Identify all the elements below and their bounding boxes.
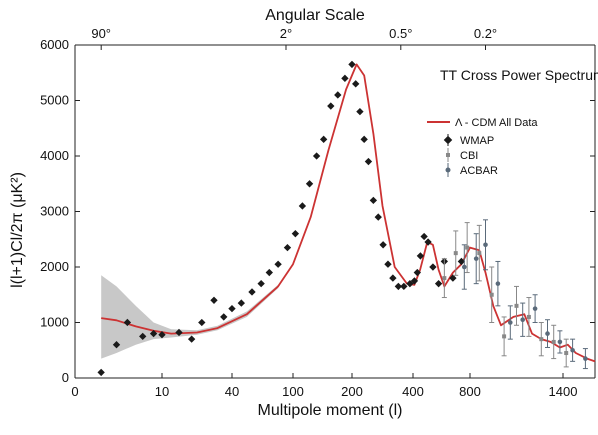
- cbi-point: [453, 251, 458, 256]
- x-tick-label: 1400: [549, 384, 578, 399]
- y-tick-label: 2000: [40, 259, 69, 274]
- cbi-point: [477, 251, 482, 256]
- wmap-point: [410, 277, 419, 285]
- wmap-point: [356, 107, 364, 116]
- acbar-point: [570, 347, 575, 353]
- cbi-point: [514, 303, 519, 308]
- wmap-point: [257, 279, 265, 288]
- acbar-point: [483, 242, 488, 248]
- cbi-point: [551, 339, 556, 344]
- y-tick-label: 1000: [40, 315, 69, 330]
- top-tick-label: 0.2°: [474, 26, 497, 41]
- wmap-point: [416, 252, 425, 260]
- wmap-point: [413, 268, 421, 277]
- wmap-point: [237, 299, 245, 307]
- legend-acbar-marker: [445, 163, 451, 177]
- axes-layer: [74, 44, 596, 379]
- cbi-point: [526, 314, 531, 319]
- wmap-point: [400, 282, 408, 291]
- cbi-point: [539, 337, 544, 342]
- wmap-point: [379, 241, 387, 249]
- wmap-point: [228, 304, 236, 313]
- legend-cbi-marker: [446, 148, 450, 162]
- acbar-point: [462, 264, 467, 270]
- wmap-point: [298, 202, 307, 210]
- wmap-point: [389, 274, 397, 282]
- wmap-point: [248, 288, 256, 296]
- y-tick-label: 0: [62, 370, 69, 385]
- x-tick-label: 100: [282, 384, 304, 399]
- acbar-point: [495, 281, 501, 286]
- acbar-point: [532, 306, 538, 311]
- data-points-layer: [97, 60, 588, 377]
- x-tick-label: 200: [341, 384, 363, 399]
- wmap-point: [312, 152, 321, 160]
- uncertainty-band-layer: [101, 275, 279, 359]
- x-tick-label: 40: [225, 384, 239, 399]
- wmap-point: [434, 279, 443, 288]
- x-axis-title: Multipole moment (l): [258, 402, 403, 419]
- legend-wmap-marker: [443, 134, 453, 146]
- wmap-point: [97, 368, 105, 377]
- wmap-point: [394, 282, 403, 291]
- y-tick-label: 4000: [40, 148, 69, 163]
- legend-wmap-label: WMAP: [460, 135, 494, 147]
- wmap-point: [220, 313, 228, 321]
- wmap-point: [327, 102, 335, 110]
- top-axis-title: Angular Scale: [265, 7, 365, 24]
- acbar-point: [508, 320, 513, 325]
- legend-acbar-label: ACBAR: [460, 165, 498, 177]
- wmap-point: [420, 232, 428, 241]
- wmap-point: [457, 257, 466, 266]
- x-tick-label: 400: [402, 384, 424, 399]
- cbi-point: [502, 334, 507, 339]
- y-axis-title: l(l+1)Cl/2π (μK²): [9, 172, 26, 288]
- legend-model-label: Λ - CDM All Data: [455, 117, 538, 129]
- acbar-point: [473, 256, 479, 261]
- wmap-point: [198, 318, 206, 327]
- cbi-point: [465, 245, 470, 250]
- text-layer: Angular Scale TT Cross Power Spectrum Mu…: [9, 7, 598, 419]
- wmap-point: [274, 260, 282, 268]
- x-tick-label: 800: [459, 384, 481, 399]
- top-tick-label: 90°: [91, 26, 111, 41]
- acbar-point: [545, 331, 550, 336]
- acbar-point: [520, 317, 525, 323]
- y-tick-label: 3000: [40, 204, 69, 219]
- legend: Λ - CDM All Data WMAP CBI ACBAR: [427, 117, 538, 177]
- cosmic-variance-band: [101, 275, 279, 359]
- cbi-point: [489, 292, 494, 297]
- top-tick-label: 0.5°: [389, 26, 412, 41]
- cbi-point: [564, 351, 569, 356]
- acbar-point: [583, 356, 588, 361]
- wmap-point: [283, 243, 292, 252]
- legend-cbi-label: CBI: [460, 150, 478, 162]
- wmap-point: [429, 263, 437, 271]
- chart-title: TT Cross Power Spectrum: [440, 67, 598, 83]
- x-tick-label: 10: [155, 384, 169, 399]
- wmap-point: [139, 332, 147, 341]
- wmap-point: [449, 274, 457, 282]
- wmap-point: [341, 74, 349, 82]
- top-tick-label: 2°: [280, 26, 292, 41]
- wmap-point: [158, 331, 166, 339]
- wmap-point: [112, 341, 121, 349]
- y-tick-label: 5000: [40, 93, 69, 108]
- cbi-point: [442, 276, 447, 281]
- x-tick-label: 0: [71, 384, 78, 399]
- acbar-point: [557, 339, 563, 345]
- y-tick-label: 6000: [40, 37, 69, 52]
